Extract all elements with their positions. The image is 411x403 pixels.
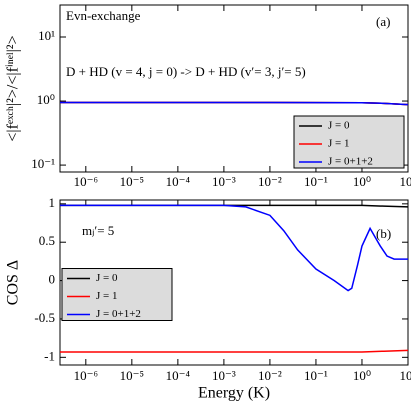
legend-label: J = 0+1+2 <box>328 156 373 168</box>
y-tick-label: 10⁻¹ <box>31 156 55 171</box>
y-axis-label: <|fᵉˣᶜʰ|²>/<|fⁱⁿᵉˡ|²> <box>5 35 22 141</box>
legend-box <box>61 268 173 321</box>
x-tick-label: 10⁻⁵ <box>120 368 144 383</box>
x-tick-label: 10⁻⁶ <box>74 368 98 383</box>
x-axis-label: Energy (K) <box>198 385 270 402</box>
legend-label: J = 1 <box>96 290 117 302</box>
y-tick-label: -1 <box>44 348 55 363</box>
x-tick-label: 10⁻⁵ <box>120 174 144 189</box>
legend-label: J = 0 <box>96 272 118 284</box>
legend-label: J = 0+1+2 <box>96 308 141 320</box>
annotation: mⱼ′= 5 <box>82 223 114 238</box>
series-line <box>60 349 409 353</box>
x-tick-label: 10⁰ <box>353 174 371 189</box>
x-tick-label: 10¹ <box>400 174 411 189</box>
x-tick-label: 10⁻⁶ <box>74 174 98 189</box>
x-tick-label: 10⁻² <box>258 174 282 189</box>
y-tick-label: 1 <box>49 195 56 210</box>
x-tick-label: 10⁻⁴ <box>166 368 191 383</box>
legend: J = 0 J = 1 J = 0+1+2 <box>61 268 173 321</box>
legend-label: J = 1 <box>328 138 349 150</box>
y-tick-label: 10⁰ <box>37 92 55 107</box>
y-axis-label: COS Δ <box>5 260 22 305</box>
x-tick-label: 10⁻¹ <box>304 368 328 383</box>
annotation: (b) <box>376 226 391 241</box>
y-tick-label: -0.5 <box>34 310 55 325</box>
plot-frame <box>59 4 409 173</box>
annotation: (a) <box>376 14 390 29</box>
series-line <box>60 204 408 292</box>
chart-title: Evn-exchange <box>66 8 141 23</box>
legend: J = 0 J = 1 J = 0+1+2 <box>293 115 405 169</box>
x-tick-label: 10⁻⁴ <box>166 174 191 189</box>
series-line <box>60 101 409 106</box>
plot-frame <box>59 199 409 366</box>
annotation: D + HD (v = 4, j = 0) -> D + HD (v′= 3, … <box>66 64 306 79</box>
x-tick-label: 10⁰ <box>353 368 371 383</box>
legend-label: J = 0 <box>328 120 350 132</box>
y-tick-label: 0.5 <box>39 233 55 248</box>
x-tick-label: 10⁻² <box>258 368 282 383</box>
x-tick-label: 10⁻³ <box>212 174 236 189</box>
y-tick-label: 10¹ <box>38 28 55 43</box>
x-tick-label: 10¹ <box>400 368 411 383</box>
x-tick-label: 10⁻³ <box>212 368 236 383</box>
y-tick-label: 0 <box>49 272 56 287</box>
x-tick-label: 10⁻¹ <box>304 174 328 189</box>
legend-box <box>293 115 405 169</box>
